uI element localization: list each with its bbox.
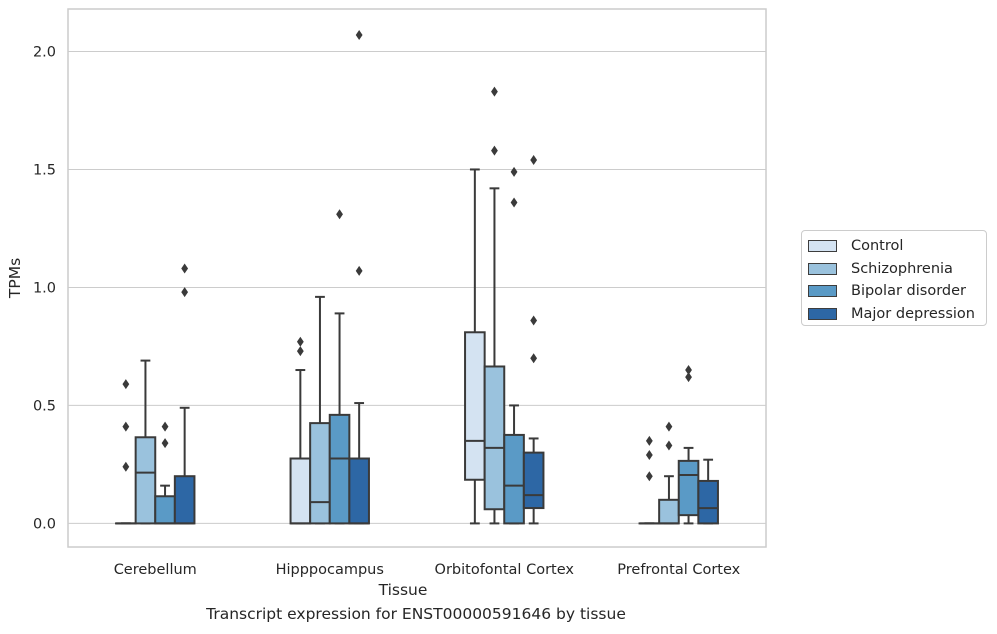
legend-item: Schizophrenia <box>808 258 986 281</box>
legend-swatch <box>808 307 837 320</box>
box <box>154 495 176 525</box>
legend-item: Control <box>808 235 986 258</box>
y-tick-label: 1.5 <box>33 162 56 178</box>
box <box>328 413 351 525</box>
outlier-point <box>530 353 538 364</box>
outlier-point <box>645 435 653 446</box>
y-tick-label: 0.0 <box>33 516 56 532</box>
outlier-point <box>491 86 498 97</box>
outlier-point <box>296 336 304 347</box>
outlier-point <box>355 29 363 40</box>
y-tick-label: 1.0 <box>33 280 56 296</box>
y-tick-label: 2.0 <box>33 44 56 60</box>
box <box>658 498 680 525</box>
outlier-point <box>161 421 169 432</box>
legend-label: Schizophrenia <box>851 260 953 277</box>
outlier-point <box>355 265 363 276</box>
outlier-point <box>665 440 673 451</box>
y-axis-label: TPMs <box>6 258 24 299</box>
x-tick-label: Orbitofontal Cortex <box>435 562 575 578</box>
chart-caption: Transcript expression for ENST0000059164… <box>206 605 626 623</box>
box <box>134 436 157 525</box>
outlier-point <box>122 379 130 390</box>
outlier-point <box>645 449 653 460</box>
y-tick-label: 0.5 <box>33 398 56 414</box>
outlier-point <box>122 461 130 472</box>
box <box>677 459 700 517</box>
outlier-point <box>181 263 189 274</box>
box <box>697 479 719 525</box>
legend-item: Bipolar disorder <box>808 280 986 303</box>
outlier-point <box>122 421 130 432</box>
box <box>464 331 486 481</box>
box <box>522 451 545 510</box>
outlier-point <box>645 471 653 482</box>
box <box>309 422 331 525</box>
outlier-point <box>510 197 518 208</box>
box <box>289 457 312 525</box>
x-axis-label: Tissue <box>378 581 428 599</box>
legend-swatch <box>808 262 837 275</box>
outlier-point <box>530 315 538 326</box>
x-tick-label: Hipppocampus <box>276 562 384 578</box>
plot-frame <box>67 8 767 548</box>
outlier-point <box>665 421 673 432</box>
legend-swatch <box>808 240 837 253</box>
outlier-point <box>685 365 692 376</box>
chart-legend: Control Schizophrenia Bipolar disorder Majo… <box>801 230 987 326</box>
legend-item: Major depression <box>808 303 986 326</box>
x-tick-label: Prefrontal Cortex <box>617 562 740 578</box>
box <box>503 433 525 525</box>
legend-label: Bipolar disorder <box>851 283 966 300</box>
outlier-point <box>510 166 518 177</box>
outlier-point <box>296 346 304 357</box>
outlier-point <box>491 145 498 156</box>
legend-label: Major depression <box>851 305 975 322</box>
outlier-point <box>530 155 538 166</box>
box <box>348 457 370 525</box>
legend-label: Control <box>851 238 904 255</box>
outlier-point <box>685 372 692 383</box>
legend-swatch <box>808 285 837 298</box>
outlier-point <box>336 209 343 220</box>
box <box>483 365 506 511</box>
x-tick-label: Cerebellum <box>114 562 197 578</box>
box <box>173 475 196 525</box>
outlier-point <box>181 287 189 298</box>
outlier-point <box>161 438 169 449</box>
